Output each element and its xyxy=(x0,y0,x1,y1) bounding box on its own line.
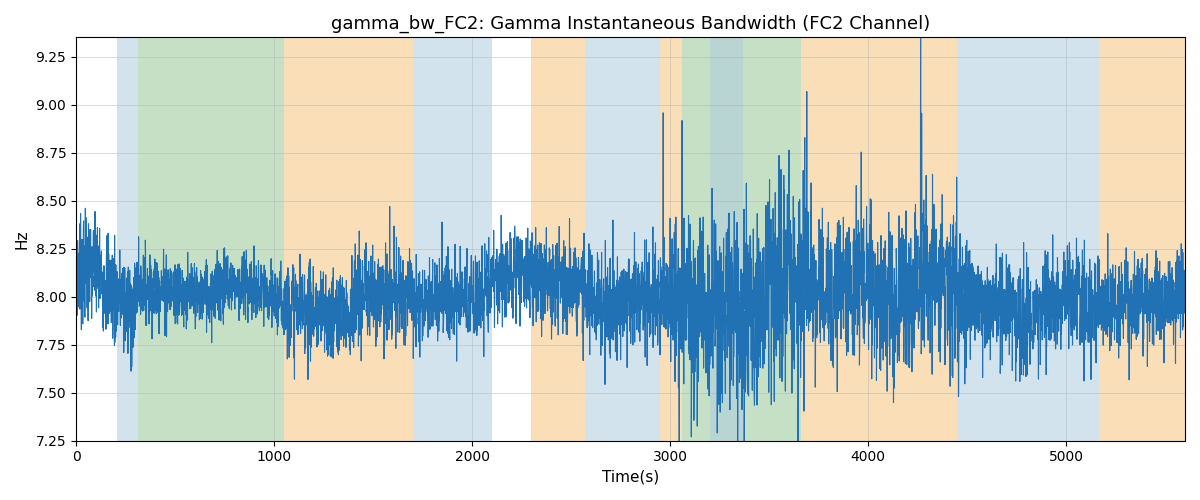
Bar xyxy=(116,38,138,440)
Bar xyxy=(413,38,492,440)
Bar xyxy=(709,38,743,440)
Y-axis label: Hz: Hz xyxy=(14,230,30,249)
Title: gamma_bw_FC2: Gamma Instantaneous Bandwidth (FC2 Channel): gamma_bw_FC2: Gamma Instantaneous Bandwi… xyxy=(331,15,930,34)
Bar xyxy=(1078,38,1099,440)
Bar xyxy=(284,38,413,440)
Bar xyxy=(800,38,958,440)
Bar xyxy=(682,38,800,440)
Bar xyxy=(660,38,682,440)
X-axis label: Time(s): Time(s) xyxy=(602,470,659,485)
Bar xyxy=(532,38,584,440)
Bar xyxy=(584,38,660,440)
Bar xyxy=(958,38,1078,440)
Bar xyxy=(138,38,284,440)
Bar xyxy=(1099,38,1186,440)
